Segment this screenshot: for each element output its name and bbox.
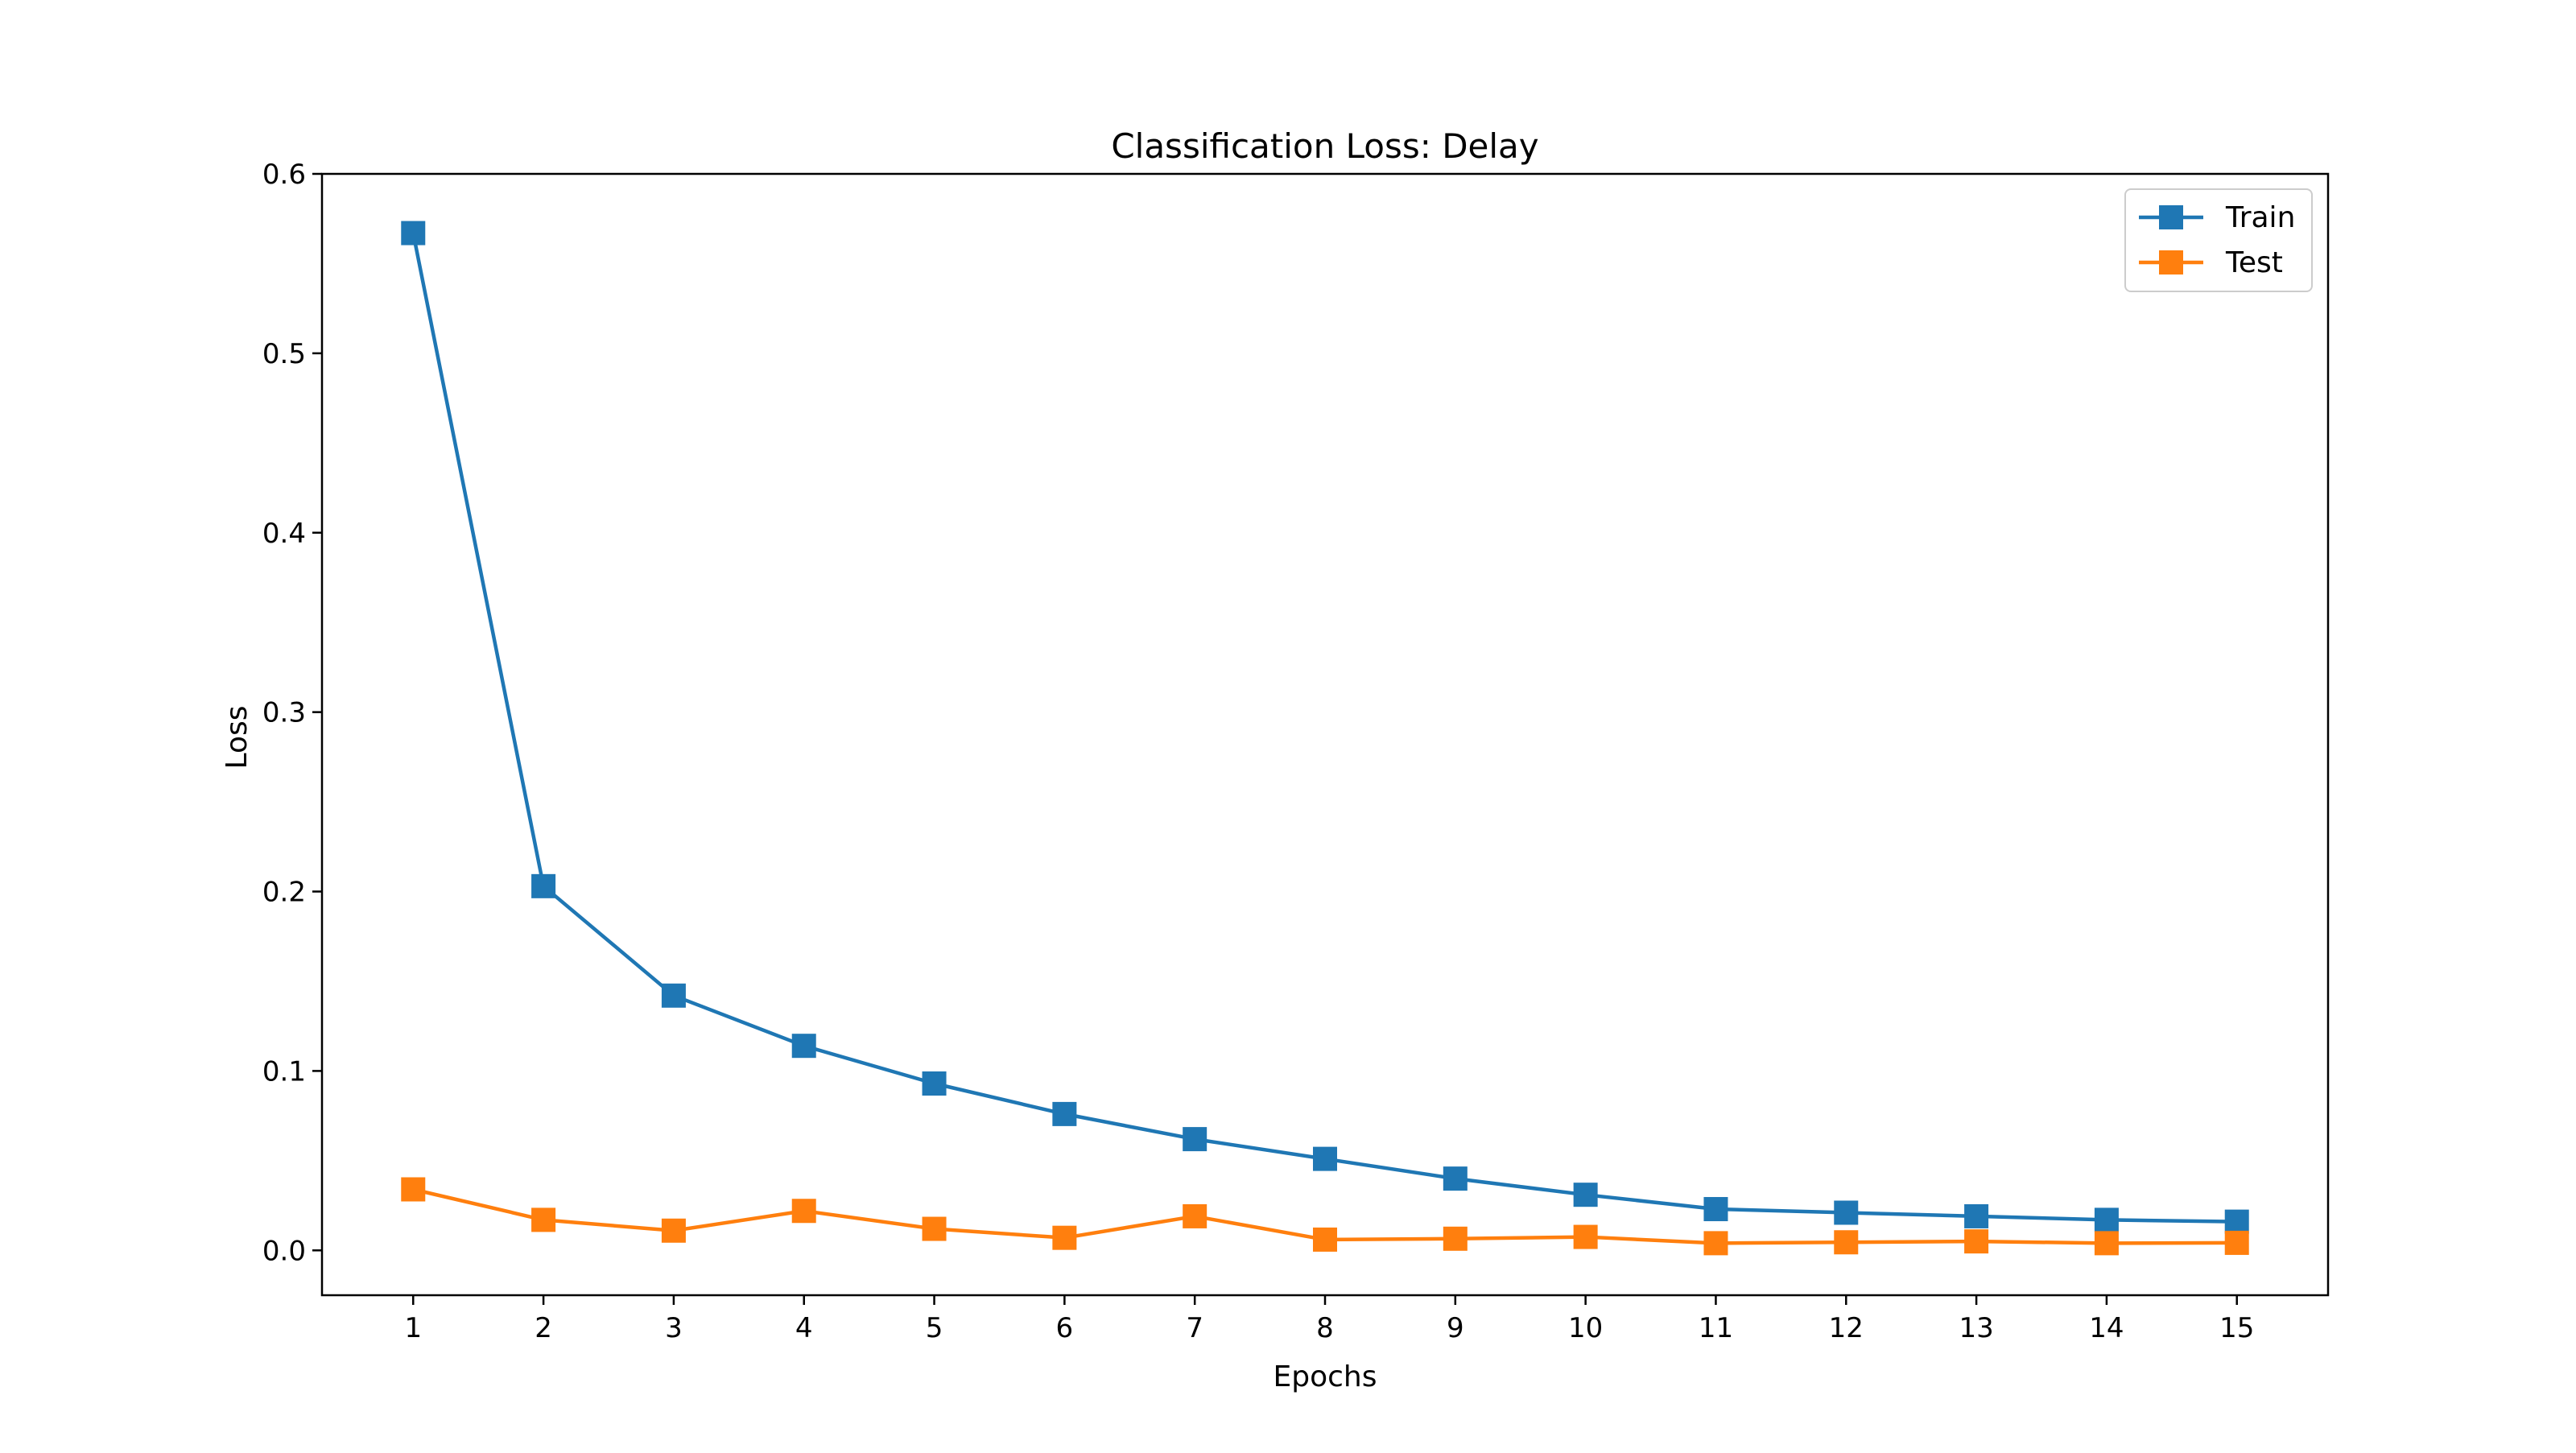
x-axis-label: Epochs [1274, 1360, 1377, 1393]
y-tick-label: 0.2 [262, 877, 306, 909]
train-point [531, 873, 556, 898]
x-tick-label: 2 [535, 1312, 552, 1344]
test-point [2094, 1231, 2119, 1256]
train-point [922, 1071, 947, 1096]
x-tick-label: 8 [1316, 1312, 1334, 1344]
y-tick-label: 0.6 [262, 159, 306, 191]
test-point [1573, 1224, 1598, 1249]
train-point [1834, 1200, 1859, 1225]
series-group [401, 221, 2249, 1256]
x-tick-label: 1 [404, 1312, 422, 1344]
train-point [2094, 1207, 2119, 1232]
test-point [791, 1199, 816, 1224]
test-point [1443, 1226, 1468, 1251]
x-tick-label: 3 [665, 1312, 683, 1344]
x-tick-label: 10 [1568, 1312, 1603, 1344]
x-tick-label: 7 [1186, 1312, 1203, 1344]
test-point [401, 1177, 426, 1202]
x-tick-label: 14 [2089, 1312, 2124, 1344]
train-point [401, 221, 426, 246]
x-tick-label: 5 [926, 1312, 943, 1344]
train-point [791, 1034, 816, 1059]
train-point [661, 983, 686, 1008]
x-tick-label: 12 [1829, 1312, 1864, 1344]
x-tick-label: 15 [2219, 1312, 2254, 1344]
y-axis-label: Loss [221, 706, 254, 770]
y-tick-label: 0.4 [262, 518, 306, 550]
train-point [1183, 1127, 1208, 1152]
y-tick-label: 0.0 [262, 1235, 306, 1267]
train-point [2224, 1209, 2249, 1234]
x-tick-label: 9 [1447, 1312, 1464, 1344]
axis-ticks: 0.00.10.20.30.40.50.61 2 3 4 5 6 7 8 9 10 11 12 13 14… [262, 159, 2254, 1344]
x-tick-label: 4 [795, 1312, 813, 1344]
test-point [531, 1207, 556, 1232]
train-point [1313, 1146, 1337, 1171]
test-point [1703, 1231, 1728, 1256]
train-point [1964, 1203, 1989, 1228]
test-point [922, 1216, 947, 1241]
test-point [661, 1218, 686, 1243]
legend-label-test: Test [2225, 246, 2283, 279]
legend-marker-test [2159, 250, 2183, 275]
train-point [1443, 1166, 1468, 1191]
x-tick-label: 6 [1056, 1312, 1074, 1344]
test-point [1964, 1229, 1989, 1254]
test-point [1834, 1230, 1859, 1255]
legend: Train Test [2124, 188, 2313, 292]
x-tick-label: 11 [1699, 1312, 1733, 1344]
test-point [1052, 1225, 1077, 1250]
series-test [401, 1177, 2249, 1256]
legend-item-train: Train [2139, 201, 2295, 234]
train-point [1052, 1101, 1077, 1126]
y-tick-label: 0.1 [262, 1055, 306, 1088]
series-train [401, 221, 2249, 1234]
y-tick-label: 0.5 [262, 338, 306, 370]
legend-label-train: Train [2225, 201, 2295, 234]
y-tick-label: 0.3 [262, 697, 306, 729]
plot-area-frame [320, 172, 2330, 1297]
train-point [1703, 1197, 1728, 1222]
test-point [1183, 1203, 1208, 1228]
x-tick-label: 13 [1959, 1312, 1993, 1344]
legend-item-test: Test [2139, 246, 2283, 279]
test-point [2224, 1230, 2249, 1255]
chart-title: Classification Loss: Delay [1111, 126, 1538, 166]
train-point [1573, 1183, 1598, 1207]
test-point [1313, 1227, 1337, 1252]
legend-marker-train [2159, 205, 2183, 229]
